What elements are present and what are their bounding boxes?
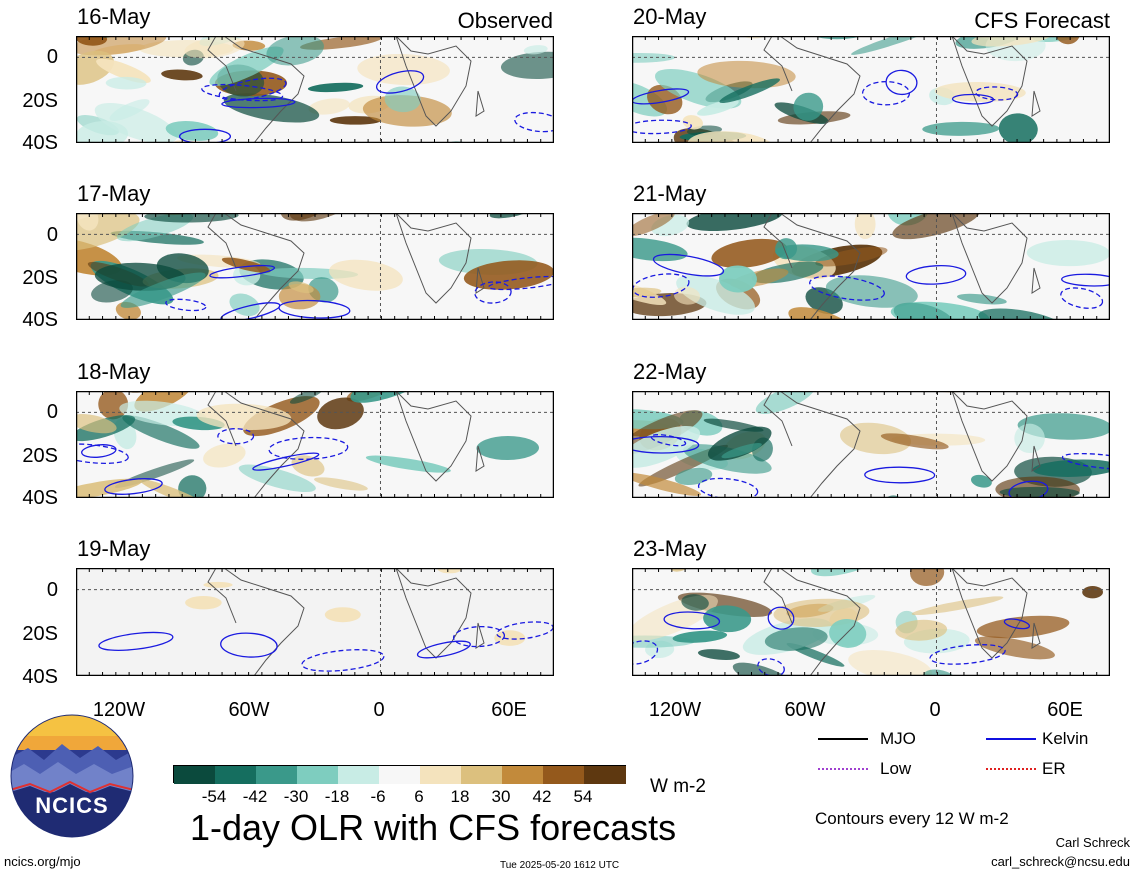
low-line-swatch [818,768,868,770]
er-line-swatch [986,768,1036,770]
colorbar-swatch [215,766,257,784]
colorbar-unit: W m-2 [650,776,706,797]
figure-title: 1-day OLR with CFS forecasts [190,807,677,848]
panel-date-21-may: 21-May [633,181,707,206]
lat-tick-20s: 20S [22,623,58,645]
colorbar-tick-label: 6 [414,787,424,806]
lat-tick-40s: 40S [22,132,58,154]
panel-date-20-may: 20-May [633,4,707,29]
map-panel-17-may [76,213,554,320]
lon-tick-120w: 120W [92,699,146,721]
colorbar-tick-label: -6 [370,787,386,806]
mjo-line-swatch [818,738,868,740]
map-panel-22-may [632,391,1110,498]
colorbar-swatch [502,766,544,784]
er-label: ER [1042,759,1066,778]
panel-date-19-may: 19-May [77,536,151,561]
map-panel-23-may [632,568,1110,676]
kelvin-line-swatch [986,738,1036,740]
colorbar-swatch [543,766,585,784]
lon-tick-0: 0 [373,699,385,721]
contour-interval-note: Contours every 12 W m-2 [815,809,1009,828]
forecast-label: CFS Forecast [974,8,1110,33]
colorbar-swatch [174,766,216,784]
ncics-logo: NCICS [10,714,134,838]
lon-tick-60e: 60E [491,699,527,721]
lat-tick-40s: 40S [22,487,58,509]
panel-date-17-may: 17-May [77,181,151,206]
lon-tick-0: 0 [929,699,941,721]
colorbar-swatch [420,766,462,784]
lat-tick-0: 0 [46,401,58,423]
colorbar-tick-label: -42 [242,787,268,806]
map-panel-19-may [76,568,554,676]
colorbar-tick-label: 30 [491,787,511,806]
observed-label: Observed [457,8,553,33]
footer-email: carl_schreck@ncsu.edu [991,854,1130,869]
colorbar-swatch [461,766,503,784]
colorbar-swatches [173,765,626,784]
colorbar-swatch [379,766,421,784]
map-panel-18-may [76,391,554,498]
colorbar-tick-label: 42 [532,787,552,806]
panel-date-22-may: 22-May [633,359,707,384]
mjo-label: MJO [880,729,916,748]
lat-tick-0: 0 [46,46,58,68]
panel-date-23-may: 23-May [633,536,707,561]
map-panel-21-may [632,213,1110,320]
colorbar-tick-label: -30 [283,787,309,806]
footer-author: Carl Schreck [1055,835,1130,850]
lat-tick-20s: 20S [22,267,58,289]
low-label: Low [880,759,912,778]
colorbar-tick-label: 54 [573,787,593,806]
lat-tick-0: 0 [46,224,58,246]
lon-tick-60e: 60E [1047,699,1083,721]
lon-tick-60w: 60W [784,699,826,721]
lat-tick-20s: 20S [22,445,58,467]
map-panel-20-may [632,36,1110,143]
lat-tick-20s: 20S [22,90,58,112]
panel-date-16-may: 16-May [77,4,151,29]
colorbar-swatch [584,766,626,784]
footer-timestamp: Tue 2025-05-20 1612 UTC [500,860,620,871]
colorbar-tick-label: 18 [450,787,470,806]
map-panel-16-may [76,36,554,143]
logo-text: NCICS [35,793,109,818]
colorbar-tick-label: -18 [324,787,350,806]
lat-tick-0: 0 [46,579,58,601]
colorbar-swatch [297,766,339,784]
footer-url: ncics.org/mjo [4,854,81,869]
panel-date-18-may: 18-May [77,359,151,384]
lat-tick-40s: 40S [22,309,58,331]
kelvin-label: Kelvin [1042,729,1089,748]
lat-tick-40s: 40S [22,666,58,688]
colorbar-tick-label: -54 [201,787,227,806]
colorbar-swatch [256,766,298,784]
colorbar-swatch [338,766,380,784]
lon-tick-120w: 120W [648,699,702,721]
lon-tick-60w: 60W [228,699,270,721]
